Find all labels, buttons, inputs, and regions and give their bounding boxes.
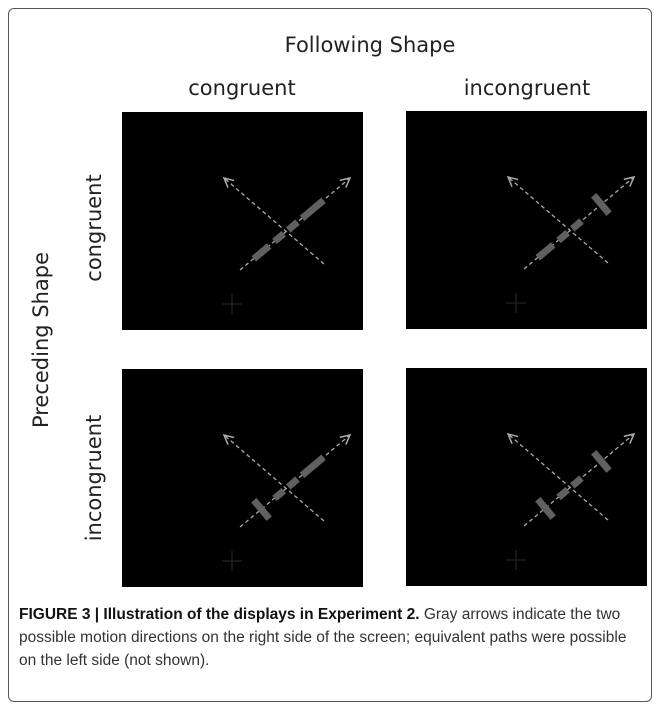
panel	[122, 369, 363, 587]
figure: Following Shape congruent incongruent Pr…	[29, 33, 662, 600]
panel	[122, 112, 363, 330]
panel	[406, 111, 647, 329]
figure-frame	[8, 8, 652, 702]
row-label: congruent	[82, 174, 106, 281]
column-label: incongruent	[464, 76, 591, 100]
row-title: Preceding Shape	[29, 252, 53, 428]
row-label: incongruent	[82, 415, 106, 542]
panel	[406, 368, 647, 586]
title: Following Shape	[285, 33, 456, 57]
caption-label: FIGURE 3 | Illustration of the displays …	[19, 606, 420, 623]
caption: FIGURE 3 | Illustration of the displays …	[19, 603, 639, 672]
column-label: congruent	[188, 76, 295, 100]
caption-text: Gray arrows indicate the two possible mo…	[19, 606, 627, 669]
